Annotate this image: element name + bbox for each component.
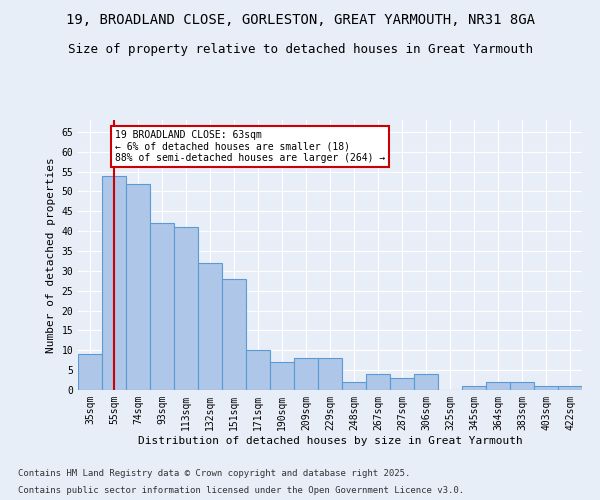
Bar	[462, 386, 486, 390]
Bar	[534, 386, 558, 390]
Text: 19 BROADLAND CLOSE: 63sqm
← 6% of detached houses are smaller (18)
88% of semi-d: 19 BROADLAND CLOSE: 63sqm ← 6% of detach…	[115, 130, 385, 163]
Text: Contains public sector information licensed under the Open Government Licence v3: Contains public sector information licen…	[18, 486, 464, 495]
Text: Contains HM Land Registry data © Crown copyright and database right 2025.: Contains HM Land Registry data © Crown c…	[18, 468, 410, 477]
Bar	[558, 386, 582, 390]
Bar	[342, 382, 366, 390]
Bar	[174, 227, 198, 390]
Bar	[222, 279, 246, 390]
Bar	[366, 374, 390, 390]
Bar	[150, 223, 174, 390]
Bar	[318, 358, 342, 390]
Bar	[390, 378, 414, 390]
Bar	[126, 184, 150, 390]
Bar	[270, 362, 294, 390]
Bar	[102, 176, 126, 390]
Bar	[414, 374, 438, 390]
Text: Size of property relative to detached houses in Great Yarmouth: Size of property relative to detached ho…	[67, 42, 533, 56]
Text: 19, BROADLAND CLOSE, GORLESTON, GREAT YARMOUTH, NR31 8GA: 19, BROADLAND CLOSE, GORLESTON, GREAT YA…	[65, 12, 535, 26]
Bar	[510, 382, 534, 390]
Bar	[486, 382, 510, 390]
Y-axis label: Number of detached properties: Number of detached properties	[46, 157, 56, 353]
Bar	[294, 358, 318, 390]
Bar	[246, 350, 270, 390]
Bar	[198, 263, 222, 390]
Bar	[78, 354, 102, 390]
X-axis label: Distribution of detached houses by size in Great Yarmouth: Distribution of detached houses by size …	[137, 436, 523, 446]
